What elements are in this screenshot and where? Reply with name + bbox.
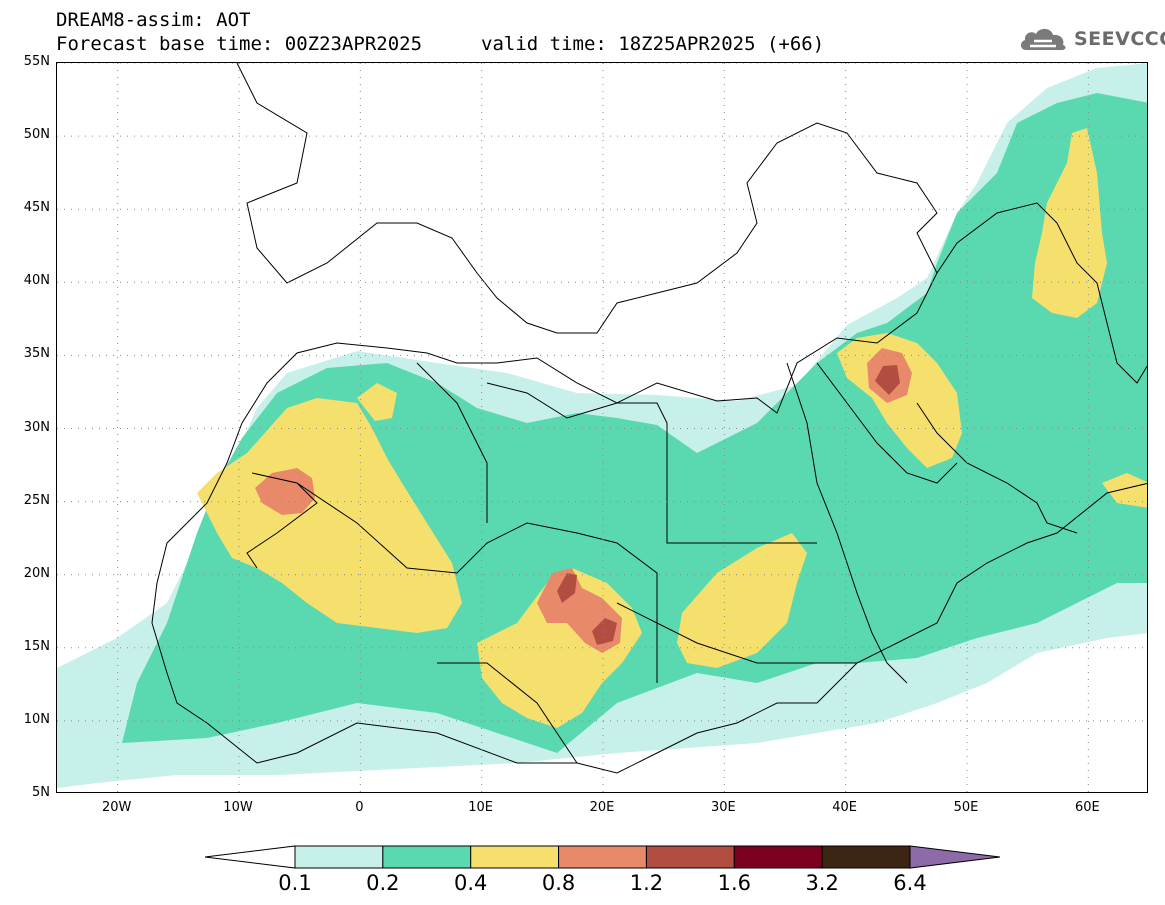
longitude-tick-label: 20E (589, 800, 615, 815)
aot-level-1.2-iraq (875, 365, 900, 395)
latitude-tick-label: 5N (32, 785, 50, 800)
longitude-tick-label: 50E (953, 800, 979, 815)
colorbar-tick-label: 0.2 (366, 871, 400, 895)
aot-level-0.4-gulf (1102, 473, 1147, 508)
colorbar-tick-label: 0.4 (454, 871, 488, 895)
colorbar-segment (470, 845, 560, 869)
aot-level-0.8-mauritania (255, 468, 315, 515)
cloud-icon (1020, 28, 1066, 50)
latitude-tick-label: 30N (23, 419, 50, 435)
forecast-base-time: Forecast base time: 00Z23APR2025 (56, 33, 423, 55)
colorbar-segment (558, 845, 647, 869)
latitude-tick-label: 15N (23, 638, 50, 654)
aot-map (56, 62, 1148, 793)
latitude-tick-label: 10N (23, 711, 50, 727)
latitude-tick-label: 55N (23, 54, 50, 69)
latitude-tick-label: 25N (23, 492, 50, 508)
colorbar-tick-label: 1.6 (717, 871, 751, 895)
logo-text: SEEVCCC (1074, 28, 1165, 50)
aot-level-0.4-sudan (677, 533, 807, 668)
colorbar-segment (733, 845, 823, 869)
colorbar-tick-label: 3.2 (805, 871, 839, 895)
map-title: DREAM8-assim: AOT (56, 9, 251, 31)
aot-level-1.2-chad-b (592, 618, 617, 645)
longitude-tick-label: 0 (355, 800, 364, 815)
aot-colorbar (205, 845, 1000, 869)
colorbar-segment (821, 845, 911, 869)
colorbar-tick-label: 0.8 (541, 871, 576, 895)
valid-time: valid time: 18Z25APR2025 (+66) (481, 33, 825, 55)
colorbar-tick-label: 6.4 (893, 871, 927, 895)
latitude-tick-label: 35N (23, 346, 50, 362)
colorbar-tick-label: 0.1 (278, 871, 312, 895)
longitude-tick-label: 20W (101, 800, 132, 815)
aot-level-0.4-blob (357, 383, 397, 421)
country-borders (151, 63, 1147, 774)
colorbar-under-arrow (205, 845, 296, 869)
longitude-tick-label: 60E (1074, 800, 1100, 815)
aot-level-1.2-chad-a (557, 573, 577, 603)
longitude-tick-label: 40E (832, 800, 858, 815)
colorbar-tick-label: 1.2 (629, 871, 664, 895)
aot-contour-fields (57, 63, 1147, 788)
longitude-tick-label: 10W (223, 800, 253, 815)
map-canvas (57, 63, 1147, 792)
seevccc-logo: SEEVCCC (1018, 24, 1165, 54)
aot-level-0.4-sahara (197, 398, 462, 633)
longitude-tick-label: 30E (710, 800, 736, 815)
colorbar-segment (645, 845, 735, 869)
latitude-tick-label: 45N (23, 200, 50, 216)
latitude-tick-label: 50N (23, 127, 50, 143)
lat-lon-grid (57, 63, 1147, 792)
colorbar-over-arrow (909, 845, 1000, 869)
colorbar-segment (382, 845, 472, 869)
colorbar-segment (294, 845, 384, 869)
latitude-tick-label: 40N (23, 273, 50, 289)
longitude-tick-label: 10E (468, 800, 494, 815)
latitude-tick-label: 20N (23, 565, 50, 581)
